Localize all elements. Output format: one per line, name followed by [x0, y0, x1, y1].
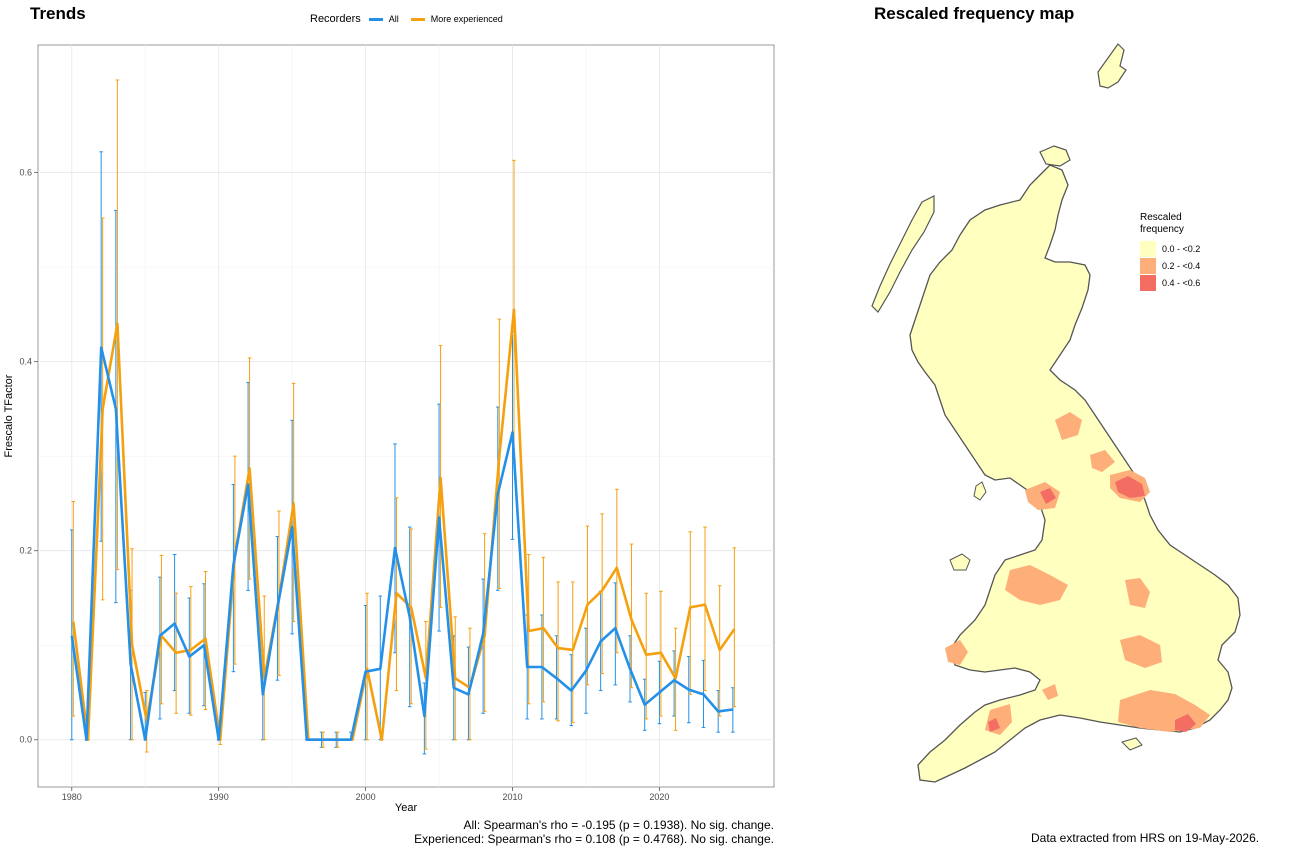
- map-legend-item: 0.0 - <0.2: [1140, 240, 1210, 257]
- map-patch-mid: [1042, 684, 1058, 700]
- stats-caption-all: All: Spearman's rho = -0.195 (p = 0.1938…: [463, 818, 774, 832]
- map-legend-swatch: [1140, 274, 1156, 291]
- x-tick-label: 2000: [356, 792, 376, 802]
- map-patch-mid: [1120, 635, 1162, 668]
- chart-legend: Recorders All More experienced: [310, 13, 515, 25]
- trend-chart: 1980 1990 2000 2010 2020 0.0 0.2 0.4 0.6 Year Fr…: [3, 44, 775, 814]
- map-region-outer-hebrides: [871, 195, 935, 313]
- stats-caption-experienced: Experienced: Spearman's rho = 0.108 (p =…: [414, 832, 774, 846]
- extract-caption: Data extracted from HRS on 19-May-2026.: [1031, 831, 1260, 845]
- map-region-shetland: [1097, 43, 1127, 89]
- map-legend: Rescaled frequency 0.0 - <0.2 0.2 - <0.4…: [1140, 212, 1210, 291]
- map-legend-title-line1: Rescaled: [1140, 212, 1182, 223]
- y-tick-label: 0.2: [19, 546, 32, 556]
- y-tick-label: 0.6: [19, 168, 32, 178]
- legend-title: Recorders: [310, 13, 361, 25]
- legend-item-all: All: [368, 14, 399, 24]
- uk-frequency-map: [871, 43, 1241, 783]
- y-axis-label: Frescalo TFactor: [3, 374, 15, 457]
- series-line-experienced: [72, 308, 736, 742]
- map-legend-item: 0.4 - <0.6: [1140, 274, 1210, 291]
- x-tick-label: 1990: [209, 792, 229, 802]
- map-legend-swatch: [1140, 257, 1156, 274]
- map-region-orkney: [1039, 145, 1071, 167]
- map-region-isle-of-man: [973, 481, 987, 501]
- map-patch-high: [1115, 476, 1145, 498]
- map-legend-swatch: [1140, 240, 1156, 257]
- map-patch-high: [1175, 714, 1196, 732]
- map-legend-label: 0.4 - <0.6: [1162, 277, 1201, 288]
- plot-panel: [37, 44, 775, 788]
- legend-item-experienced: More experienced: [410, 14, 503, 24]
- map-patch-high: [988, 718, 1000, 732]
- map-region-anglesey: [949, 553, 971, 571]
- map-patch-mid: [1005, 565, 1068, 605]
- map-patch-mid: [1055, 412, 1082, 440]
- map-patch-mid: [1125, 578, 1150, 608]
- map-legend-title-line2: frequency: [1140, 224, 1184, 235]
- series-line-all: [70, 346, 734, 742]
- map-legend-label: 0.2 - <0.4: [1162, 260, 1201, 271]
- x-tick-label: 1980: [62, 792, 82, 802]
- map-legend-item: 0.2 - <0.4: [1140, 257, 1210, 274]
- map-patch-high: [1040, 488, 1056, 504]
- map-legend-label: 0.0 - <0.2: [1162, 243, 1201, 254]
- map-region-isle-of-wight: [1121, 737, 1143, 751]
- legend-label-all: All: [388, 14, 399, 24]
- legend-swatch-all: [368, 17, 383, 21]
- x-axis-label: Year: [395, 802, 418, 814]
- map-patch-mid: [1090, 450, 1115, 472]
- y-tick-label: 0.0: [19, 735, 32, 745]
- x-tick-label: 2010: [502, 792, 522, 802]
- map-legend-title: Rescaled frequency: [1140, 212, 1210, 236]
- y-tick-label: 0.4: [19, 357, 32, 367]
- stats-caption: All: Spearman's rho = -0.195 (p = 0.1938…: [414, 818, 774, 846]
- map-patch-mid: [945, 640, 968, 665]
- map-region-great-britain: [909, 164, 1241, 783]
- legend-swatch-experienced: [410, 17, 425, 21]
- trends-title: Trends: [30, 4, 86, 23]
- legend-label-experienced: More experienced: [430, 14, 503, 24]
- x-tick-label: 2020: [649, 792, 669, 802]
- map-title: Rescaled frequency map: [874, 4, 1075, 23]
